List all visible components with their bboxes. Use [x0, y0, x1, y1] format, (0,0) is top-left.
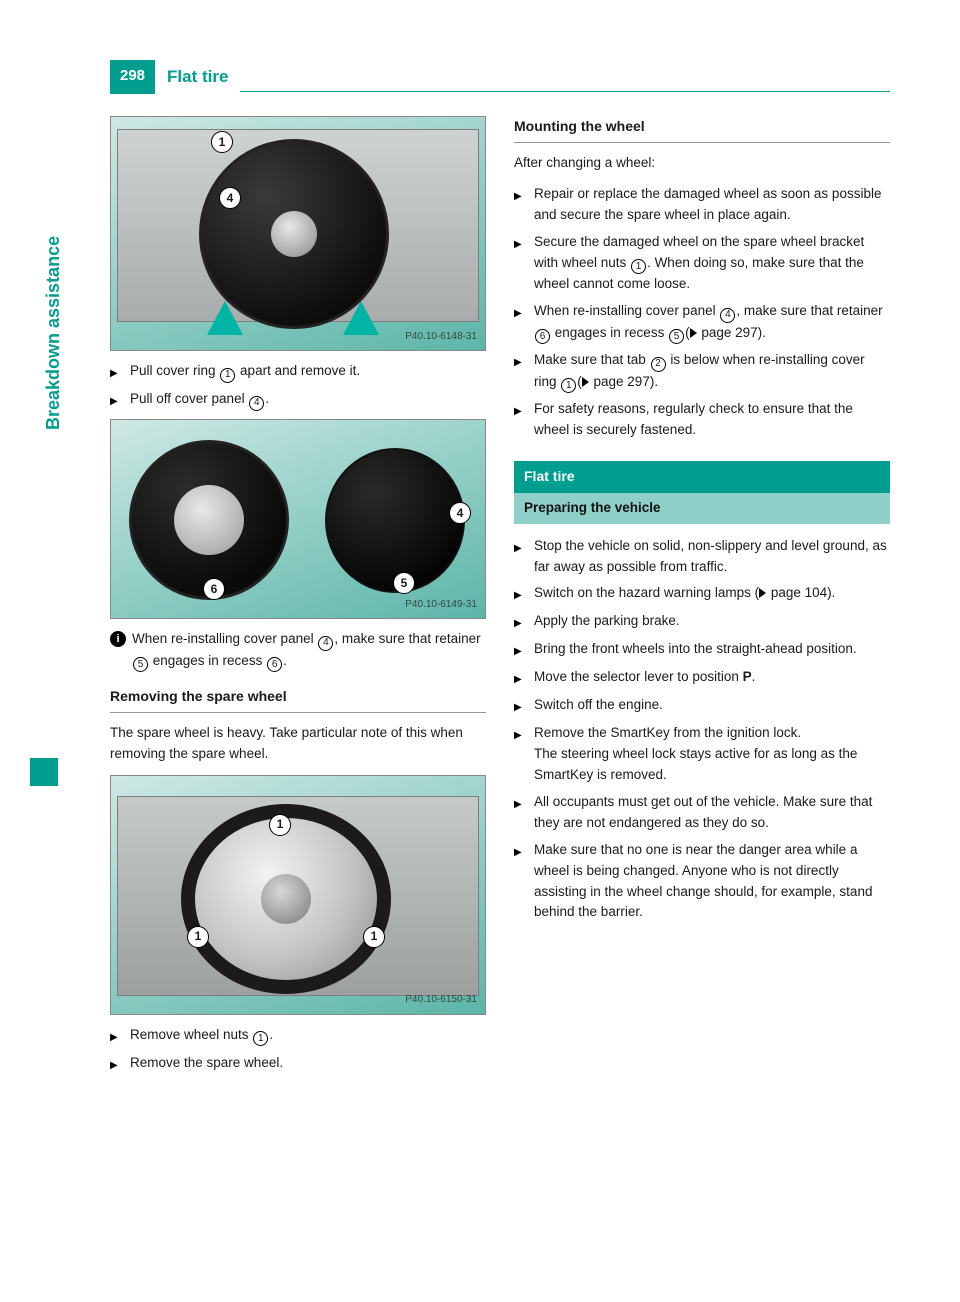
step-text: Apply the parking brake.: [534, 611, 890, 633]
step-bullet-icon: [514, 640, 528, 661]
instruction-step: Bring the front wheels into the straight…: [514, 639, 890, 661]
step-bullet-icon: [514, 841, 528, 924]
step-text: Remove the SmartKey from the ignition lo…: [534, 723, 890, 786]
body-paragraph: After changing a wheel:: [514, 153, 890, 174]
step-bullet-icon: [514, 612, 528, 633]
instruction-step: When re-installing cover panel 4, make s…: [514, 301, 890, 344]
step-text: Move the selector lever to position P.: [534, 667, 890, 689]
step-bullet-icon: [110, 1054, 124, 1075]
instruction-step: Switch on the hazard warning lamps ( pag…: [514, 583, 890, 605]
subheading-rule: [110, 712, 486, 713]
subheading-rule: [514, 142, 890, 143]
instruction-step: Remove the spare wheel.: [110, 1053, 486, 1075]
step-bullet-icon: [514, 668, 528, 689]
step-text: Stop the vehicle on solid, non-slippery …: [534, 536, 890, 578]
figure-watermark: P40.10-6149-31: [405, 597, 477, 613]
section-title-bar: Flat tire: [514, 461, 890, 493]
step-bullet-icon: [514, 537, 528, 578]
info-icon: i: [110, 631, 126, 647]
header-title: Flat tire: [155, 60, 240, 94]
content-columns: 1 4 P40.10-6148-31 Pull cover ring 1 apa…: [110, 116, 890, 1080]
figure-watermark: P40.10-6148-31: [405, 329, 477, 345]
sub-section-bar: Preparing the vehicle: [514, 493, 890, 524]
step-bullet-icon: [514, 233, 528, 295]
instruction-step: Make sure that tab 2 is below when re-in…: [514, 350, 890, 393]
instruction-step: Stop the vehicle on solid, non-slippery …: [514, 536, 890, 578]
step-text: All occupants must get out of the vehicl…: [534, 792, 890, 834]
instruction-step: All occupants must get out of the vehicl…: [514, 792, 890, 834]
callout-4: 4: [449, 502, 471, 524]
step-text: Switch on the hazard warning lamps ( pag…: [534, 583, 890, 605]
step-bullet-icon: [514, 696, 528, 717]
info-note: i When re-installing cover panel 4, make…: [110, 629, 486, 672]
step-text: Pull off cover panel 4.: [130, 389, 486, 411]
side-tab-label: Breakdown assistance: [40, 236, 68, 430]
step-text: Repair or replace the damaged wheel as s…: [534, 184, 890, 226]
body-paragraph: The spare wheel is heavy. Take particula…: [110, 723, 486, 765]
subheading-removing: Removing the spare wheel: [110, 686, 486, 708]
subheading-mounting: Mounting the wheel: [514, 116, 890, 138]
step-text: Make sure that tab 2 is below when re-in…: [534, 350, 890, 393]
figure-watermark: P40.10-6150-31: [405, 992, 477, 1008]
step-text: Secure the damaged wheel on the spare wh…: [534, 232, 890, 295]
figure-rear-cover: 1 4 P40.10-6148-31: [110, 116, 486, 351]
left-column: 1 4 P40.10-6148-31 Pull cover ring 1 apa…: [110, 116, 486, 1080]
instruction-step: Make sure that no one is near the danger…: [514, 840, 890, 924]
page-ref-icon: [690, 328, 697, 338]
step-bullet-icon: [514, 351, 528, 393]
manual-page: 298 Flat tire Breakdown assistance 1 4 P…: [0, 0, 960, 1141]
page-header: 298 Flat tire: [110, 60, 890, 94]
figure-wheel-disc: 4 5 6 P40.10-6149-31: [110, 419, 486, 619]
side-tab-marker: [30, 758, 58, 786]
callout-1: 1: [363, 926, 385, 948]
figure-wheel-nuts: 1 1 1 P40.10-6150-31: [110, 775, 486, 1015]
step-text: Remove the spare wheel.: [130, 1053, 486, 1075]
right-column: Mounting the wheel After changing a whee…: [514, 116, 890, 1080]
step-text: Bring the front wheels into the straight…: [534, 639, 890, 661]
header-rule: [240, 91, 890, 92]
step-bullet-icon: [514, 185, 528, 226]
step-bullet-icon: [514, 793, 528, 834]
step-text: Pull cover ring 1 apart and remove it.: [130, 361, 486, 383]
page-number: 298: [110, 60, 155, 94]
instruction-step: Pull off cover panel 4.: [110, 389, 486, 411]
step-bullet-icon: [110, 390, 124, 411]
instruction-step: Pull cover ring 1 apart and remove it.: [110, 361, 486, 383]
step-text: Remove wheel nuts 1.: [130, 1025, 486, 1047]
step-bullet-icon: [110, 362, 124, 383]
step-bullet-icon: [514, 584, 528, 605]
instruction-step: For safety reasons, regularly check to e…: [514, 399, 890, 441]
instruction-step: Move the selector lever to position P.: [514, 667, 890, 689]
step-text: Make sure that no one is near the danger…: [534, 840, 890, 924]
instruction-step: Apply the parking brake.: [514, 611, 890, 633]
page-ref-icon: [759, 588, 766, 598]
instruction-step: Remove wheel nuts 1.: [110, 1025, 486, 1047]
step-bullet-icon: [110, 1026, 124, 1047]
instruction-step: Switch off the engine.: [514, 695, 890, 717]
step-bullet-icon: [514, 302, 528, 344]
instruction-step: Remove the SmartKey from the ignition lo…: [514, 723, 890, 786]
step-text: For safety reasons, regularly check to e…: [534, 399, 890, 441]
callout-1: 1: [187, 926, 209, 948]
page-ref-icon: [582, 377, 589, 387]
note-text: When re-installing cover panel 4, make s…: [132, 629, 486, 672]
step-bullet-icon: [514, 724, 528, 786]
callout-1: 1: [269, 814, 291, 836]
step-bullet-icon: [514, 400, 528, 441]
instruction-step: Secure the damaged wheel on the spare wh…: [514, 232, 890, 295]
step-text: When re-installing cover panel 4, make s…: [534, 301, 890, 344]
step-text: Switch off the engine.: [534, 695, 890, 717]
instruction-step: Repair or replace the damaged wheel as s…: [514, 184, 890, 226]
